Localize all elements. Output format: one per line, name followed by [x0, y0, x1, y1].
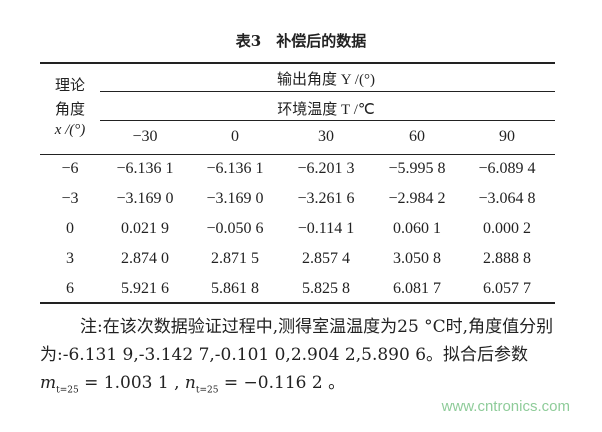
table-cell: 0.060 1 — [393, 220, 441, 237]
param-n-symbol: n — [184, 373, 196, 393]
table-title: 表3 补偿后的数据 — [235, 32, 367, 50]
param-m-value: = 1.003 1 , — [78, 373, 185, 393]
table-cell: 6.081 7 — [393, 280, 441, 297]
temperature-column-header: 90 — [499, 128, 515, 145]
param-n-value: = −0.116 2 。 — [218, 373, 346, 393]
watermark: www.cntronics.com — [441, 398, 570, 415]
param-m-symbol: m — [40, 373, 57, 393]
table-cell: −2.984 2 — [388, 190, 446, 207]
temperature-column-header: −30 — [132, 128, 158, 145]
row-angle-cell: 3 — [66, 250, 74, 267]
header-bottom-rule — [40, 154, 555, 155]
table-cell: −3.261 6 — [297, 190, 355, 207]
header-rule-1 — [100, 91, 555, 92]
table-cell: −3.064 8 — [478, 190, 536, 207]
temperature-column-header: 0 — [231, 128, 239, 145]
table-cell: 5.921 6 — [121, 280, 169, 297]
table-cell: 6.057 7 — [483, 280, 531, 297]
header-rule-2 — [100, 120, 555, 121]
note-text: 注:在该次数据验证过程中,测得室温温度为25 °C时,角度值分别为:-6.131… — [40, 317, 554, 365]
table-cell: −5.995 8 — [388, 160, 446, 177]
table-cell: 2.888 8 — [483, 250, 531, 267]
table-cell: 0.000 2 — [483, 220, 531, 237]
table-cell: −3.169 0 — [116, 190, 174, 207]
table-cell: −6.201 3 — [297, 160, 355, 177]
table-cell: 2.857 4 — [302, 250, 350, 267]
table-cell: −6.089 4 — [478, 160, 536, 177]
table-cell: 2.871 5 — [211, 250, 259, 267]
table-cell: −6.136 1 — [206, 160, 264, 177]
temperature-header: 环境温度 T /℃ — [277, 102, 375, 118]
table-cell: 2.874 0 — [121, 250, 169, 267]
table-cell: −3.169 0 — [206, 190, 264, 207]
row-header-line2: 角度 — [54, 102, 86, 118]
table-cell: −0.050 6 — [206, 220, 264, 237]
param-m-subscript: t=25 — [56, 385, 79, 396]
table-cell: 5.825 8 — [302, 280, 350, 297]
bottom-rule — [40, 302, 555, 304]
table-note: 注:在该次数据验证过程中,测得室温温度为25 °C时,角度值分别为:-6.131… — [40, 313, 560, 404]
top-rule — [40, 62, 555, 64]
param-n-subscript: t=25 — [195, 385, 219, 396]
row-angle-cell: 6 — [66, 280, 74, 297]
table-cell: −6.136 1 — [116, 160, 174, 177]
row-header-line1: 理论 — [54, 78, 86, 94]
table-cell: 0.021 9 — [121, 220, 169, 237]
table-cell: 3.050 8 — [393, 250, 441, 267]
row-angle-cell: 0 — [66, 220, 74, 237]
output-angle-header: 输出角度 Y /(°) — [277, 72, 375, 88]
row-angle-cell: −6 — [61, 160, 79, 177]
table-cell: −0.114 1 — [297, 220, 355, 237]
temperature-column-header: 30 — [318, 128, 334, 145]
temperature-column-header: 60 — [409, 128, 425, 145]
table-cell: 5.861 8 — [211, 280, 259, 297]
row-angle-cell: −3 — [61, 190, 79, 207]
row-header-line3: x /(°) — [54, 122, 86, 138]
